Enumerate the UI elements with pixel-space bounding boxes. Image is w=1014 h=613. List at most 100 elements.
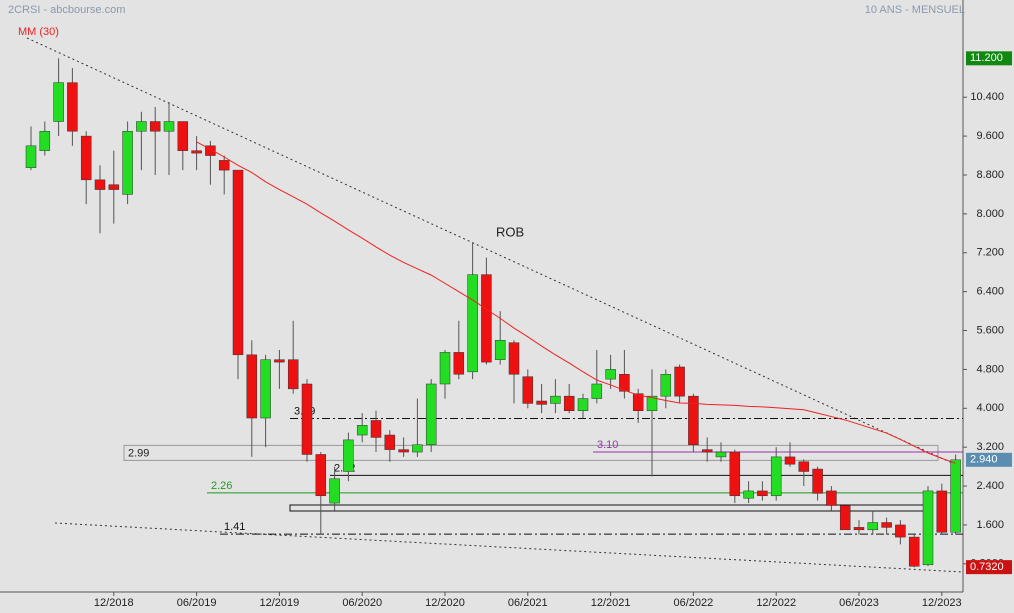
candle-body [246, 354, 258, 419]
candle-body [674, 366, 685, 397]
candle-body [108, 184, 120, 190]
candle-body [881, 522, 892, 528]
candle-body [853, 527, 865, 531]
candle-body [950, 459, 961, 533]
y-tick-label: 5.600 [976, 324, 1004, 336]
candle-body [577, 398, 589, 411]
y-tick-label: 4.800 [976, 363, 1004, 375]
x-tick-label: 12/2020 [425, 597, 465, 609]
candle-body [260, 359, 271, 419]
ma-line [196, 141, 956, 464]
candle-body [895, 524, 906, 538]
candle-body [232, 169, 244, 356]
candle-body [508, 342, 520, 375]
x-tick-label: 06/2019 [177, 597, 217, 609]
candle-body [287, 359, 299, 390]
annotation: ROB [496, 224, 524, 239]
candle-body [605, 369, 616, 380]
candle-body [356, 425, 368, 436]
y-tick-label: 1.600 [976, 519, 1004, 531]
candle-body [149, 121, 161, 132]
y-tick-label: 2.400 [976, 480, 1004, 492]
x-tick-label: 12/2019 [260, 597, 300, 609]
candle-body [39, 130, 51, 151]
candle-body [136, 121, 147, 132]
candle-body [205, 145, 216, 156]
candle-body [798, 461, 810, 472]
candle-body [481, 274, 492, 363]
candle-body [619, 374, 630, 392]
price-marker [966, 452, 1012, 467]
price-marker-label: 11.200 [970, 52, 1003, 64]
price-marker [966, 51, 1012, 66]
candle-body [784, 456, 796, 465]
level-label: 1.41 [224, 521, 245, 533]
candle-body [425, 383, 437, 445]
x-tick-label: 06/2020 [342, 597, 382, 609]
candle-body [563, 395, 575, 411]
candle-body [343, 439, 354, 472]
y-tick-label: 7.200 [976, 247, 1004, 259]
candle-body [453, 352, 465, 375]
price-marker [966, 560, 1012, 575]
candle-body [688, 395, 699, 445]
candle-body [494, 339, 506, 360]
x-tick-label: 12/2021 [591, 597, 631, 609]
y-tick-label: 8.800 [976, 169, 1004, 181]
x-tick-label: 12/2023 [922, 597, 962, 609]
candle-body [826, 490, 837, 506]
candle-body [329, 478, 340, 504]
candle-body [467, 274, 478, 373]
candle-body [439, 352, 451, 385]
candle-body [163, 121, 175, 132]
candle-body [729, 451, 741, 497]
x-tick-label: 06/2023 [839, 597, 879, 609]
trend-line [26, 37, 964, 469]
candle-body [770, 456, 782, 497]
candle-body [715, 451, 727, 458]
candle-body [218, 160, 230, 171]
candle-body [67, 82, 78, 132]
candle-body [743, 490, 754, 499]
candle-body [522, 376, 534, 404]
candle-body [936, 490, 948, 533]
candle-body [412, 444, 423, 453]
candle-body [274, 359, 285, 363]
candle-body [550, 395, 561, 404]
candle-body [301, 383, 313, 455]
candle-body [922, 490, 934, 566]
level-label: 2.99 [128, 447, 149, 459]
level-box [123, 444, 939, 461]
y-tick-label: 8.000 [976, 208, 1004, 220]
candle-body [315, 454, 327, 497]
candle-body [867, 522, 879, 531]
candle-body [94, 179, 106, 190]
candle-body [632, 393, 644, 411]
legend-label: MM (30) [18, 26, 59, 38]
chart-title: 2CRSI - abcbourse.com [8, 4, 125, 16]
x-tick-label: 12/2022 [756, 597, 796, 609]
y-tick-label: 10.400 [970, 91, 1004, 103]
x-tick-label: 12/2018 [94, 597, 134, 609]
candle-body [812, 468, 823, 494]
candle-body [80, 135, 92, 181]
y-tick-label: 9.600 [976, 130, 1004, 142]
y-tick-label: 3.200 [976, 441, 1004, 453]
candle-body [370, 420, 382, 438]
x-tick-label: 06/2021 [508, 597, 548, 609]
candle-body [646, 395, 658, 411]
candle-body [122, 130, 133, 195]
candle-body [384, 434, 396, 450]
x-tick-label: 06/2022 [674, 597, 714, 609]
chart-subtitle: 10 ANS - MENSUEL [865, 4, 965, 16]
candle-body [177, 121, 189, 151]
trend-line [54, 522, 964, 573]
candle-body [660, 374, 672, 397]
price-marker-label: 0.7320 [970, 561, 1004, 573]
candle-body [53, 82, 64, 122]
candle-body [536, 400, 547, 405]
candle-body [591, 383, 603, 399]
y-tick-label: 4.000 [976, 402, 1004, 414]
